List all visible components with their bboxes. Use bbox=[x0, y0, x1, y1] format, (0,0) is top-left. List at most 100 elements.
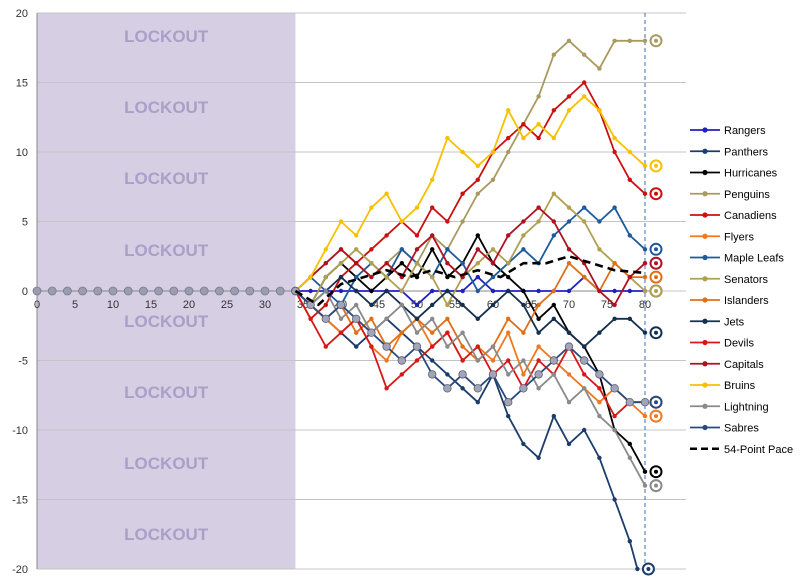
data-point bbox=[399, 372, 404, 377]
data-point bbox=[475, 400, 480, 405]
data-point bbox=[352, 314, 361, 323]
data-point bbox=[430, 330, 435, 335]
data-point bbox=[506, 413, 511, 419]
legend-label: Canadiens bbox=[724, 210, 777, 222]
data-point bbox=[384, 261, 389, 266]
data-point bbox=[536, 135, 541, 141]
data-point bbox=[551, 316, 556, 321]
data-point bbox=[566, 288, 572, 294]
lockout-label: LOCKOUT bbox=[124, 383, 209, 402]
legend-item: Capitals bbox=[690, 359, 764, 371]
x-tick-label: 5 bbox=[72, 299, 78, 311]
data-point bbox=[519, 384, 528, 393]
y-tick-label: -20 bbox=[12, 564, 28, 576]
data-point bbox=[627, 288, 632, 294]
grid-lines bbox=[37, 12, 686, 570]
data-point bbox=[551, 233, 556, 238]
data-point bbox=[369, 247, 374, 252]
series-line bbox=[294, 206, 646, 306]
data-point bbox=[475, 344, 480, 349]
data-point bbox=[551, 135, 556, 141]
data-point bbox=[445, 261, 450, 266]
data-point bbox=[475, 163, 480, 169]
y-tick-label: -15 bbox=[12, 495, 28, 507]
data-point bbox=[582, 94, 587, 99]
data-point bbox=[430, 233, 435, 238]
baseline-marker bbox=[169, 286, 179, 296]
data-point bbox=[460, 302, 465, 308]
legend-item: Bruins bbox=[690, 380, 756, 392]
lockout-label: LOCKOUT bbox=[124, 312, 209, 331]
data-point bbox=[642, 469, 648, 474]
legend-label: Rangers bbox=[724, 125, 766, 137]
data-point bbox=[582, 372, 587, 377]
data-point bbox=[323, 344, 328, 349]
data-point bbox=[642, 191, 648, 196]
y-tick-label: 10 bbox=[16, 147, 28, 159]
lockout-labels: LOCKOUT LOCKOUT LOCKOUT LOCKOUT LOCKOUT LOCKO… bbox=[124, 27, 209, 544]
data-point bbox=[369, 316, 374, 321]
data-point bbox=[414, 302, 420, 308]
data-point bbox=[414, 330, 420, 335]
data-point bbox=[521, 288, 526, 294]
data-point bbox=[521, 441, 526, 447]
data-point bbox=[306, 300, 315, 310]
data-point bbox=[551, 288, 556, 294]
data-point bbox=[551, 372, 556, 377]
data-point bbox=[536, 205, 541, 210]
data-point bbox=[460, 330, 465, 335]
data-point bbox=[399, 302, 404, 308]
data-point bbox=[354, 247, 359, 252]
data-point bbox=[475, 316, 480, 321]
legend-label: Flyers bbox=[724, 231, 754, 243]
legend-label: Maple Leafs bbox=[724, 253, 784, 265]
data-point bbox=[506, 135, 511, 141]
series-line bbox=[294, 254, 646, 307]
data-point bbox=[597, 413, 602, 419]
team-logo-icon bbox=[649, 395, 663, 409]
y-tick-labels: 20 15 10 5 0 -5 -10 -15 -20 bbox=[12, 8, 28, 576]
y-tick-label: 15 bbox=[16, 78, 28, 90]
data-point bbox=[521, 135, 526, 141]
data-point bbox=[354, 330, 359, 335]
data-point bbox=[582, 427, 587, 433]
legend-item: Sabres bbox=[690, 423, 759, 435]
series-line bbox=[294, 206, 646, 306]
legend-item: 54-Point Pace bbox=[690, 444, 793, 456]
data-point bbox=[627, 177, 632, 182]
data-point bbox=[460, 344, 465, 349]
baseline-markers bbox=[32, 286, 300, 296]
data-point bbox=[627, 316, 632, 321]
data-point bbox=[595, 370, 604, 379]
data-point bbox=[506, 108, 511, 113]
data-point bbox=[490, 274, 496, 280]
data-point bbox=[458, 370, 467, 379]
data-point bbox=[536, 122, 541, 127]
data-point bbox=[566, 94, 572, 99]
x-tick-label: 75 bbox=[601, 299, 613, 311]
lockout-label: LOCKOUT bbox=[124, 98, 209, 117]
data-point bbox=[490, 288, 496, 294]
data-point bbox=[640, 398, 650, 407]
data-point bbox=[445, 316, 450, 321]
data-point bbox=[642, 483, 648, 488]
data-point bbox=[642, 413, 648, 419]
data-point bbox=[323, 288, 328, 294]
data-point bbox=[534, 370, 543, 379]
data-point bbox=[536, 288, 541, 294]
x-tick-label: 55 bbox=[449, 299, 461, 311]
y-tick-label: -5 bbox=[18, 356, 28, 368]
baseline-marker bbox=[63, 286, 72, 296]
team-logo-icon bbox=[649, 270, 663, 284]
data-point bbox=[582, 274, 587, 280]
team-logo-icon bbox=[649, 187, 663, 201]
baseline-marker bbox=[138, 286, 148, 296]
lockout-label: LOCKOUT bbox=[124, 241, 209, 260]
data-point bbox=[582, 52, 587, 57]
data-point bbox=[384, 288, 389, 294]
baseline-marker bbox=[47, 286, 57, 296]
x-tick-label: 30 bbox=[259, 299, 271, 311]
data-point bbox=[308, 274, 313, 280]
data-point bbox=[506, 261, 511, 266]
y-tick-label: 5 bbox=[22, 217, 28, 229]
